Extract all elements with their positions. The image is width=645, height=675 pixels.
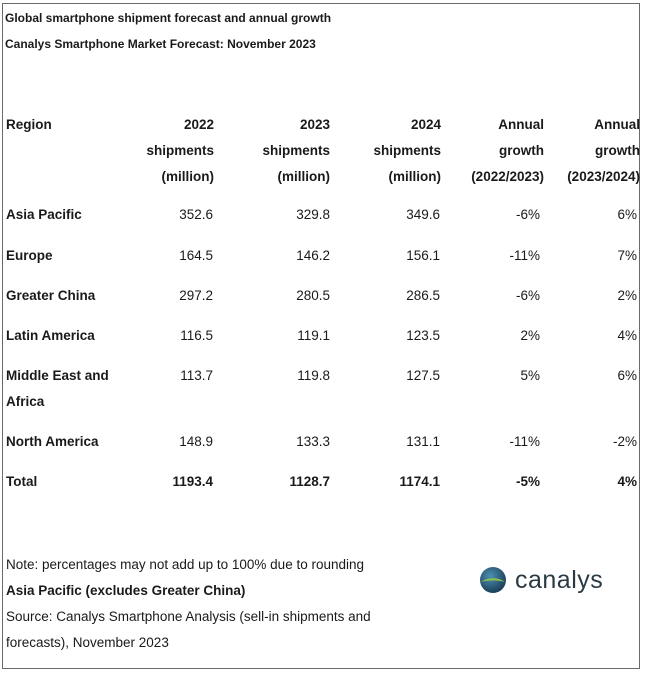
value-2023-cell: 119.1 — [297, 328, 330, 343]
value-2022-cell: 116.5 — [180, 328, 213, 343]
header-growth-2022-2023: Annual growth (2022/2023) — [440, 112, 544, 190]
table-row: North America 148.9 133.3 131.1 -11% -2% — [0, 429, 645, 455]
total-2023-cell: 1128.7 — [289, 474, 330, 489]
table-row: Latin America 116.5 119.1 123.5 2% 4% — [0, 323, 645, 349]
table-frame — [2, 3, 640, 669]
header-2024-line1: 2024 — [410, 117, 441, 132]
growth-2023-2024-cell: 6% — [617, 207, 637, 222]
total-growth-2023-2024-cell: 4% — [617, 474, 637, 489]
table-row: Middle East and Africa 113.7 119.8 127.5… — [0, 363, 645, 415]
value-2023-cell: 133.3 — [296, 434, 330, 449]
value-2023-cell: 119.8 — [297, 368, 330, 383]
header-2022: 2022 shipments (million) — [118, 112, 214, 190]
growth-2022-2023-cell: 5% — [520, 368, 540, 383]
growth-2022-2023-cell: -11% — [509, 434, 540, 449]
table-row: Asia Pacific 352.6 329.8 349.6 -6% 6% — [0, 202, 645, 228]
header-growth2-line1: Annual — [594, 117, 640, 132]
growth-2022-2023-cell: -11% — [509, 248, 540, 263]
region-cell: North America — [6, 434, 99, 449]
canalys-globe-icon — [480, 567, 506, 593]
header-growth2-line2: growth — [595, 143, 640, 158]
header-growth1-line1: Annual — [498, 117, 544, 132]
growth-2023-2024-cell: 2% — [617, 288, 637, 303]
asia-pacific-note: Asia Pacific (excludes Greater China) — [6, 583, 246, 598]
header-2023-line2: shipments — [262, 143, 330, 158]
value-2023-cell: 329.8 — [296, 207, 330, 222]
canalys-logo: canalys — [478, 562, 603, 598]
region-cell: Greater China — [6, 288, 96, 303]
header-2022-line1: 2022 — [183, 117, 214, 132]
page-title: Global smartphone shipment forecast and … — [5, 11, 332, 25]
header-2023-line1: 2023 — [299, 117, 330, 132]
region-cell: Latin America — [6, 328, 95, 343]
value-2024-cell: 286.5 — [406, 288, 440, 303]
growth-2023-2024-cell: -2% — [612, 434, 637, 449]
total-growth-2022-2023-cell: -5% — [515, 474, 540, 489]
value-2024-cell: 156.1 — [406, 248, 440, 263]
total-label: Total — [6, 474, 38, 489]
value-2024-cell: 127.5 — [406, 368, 440, 383]
value-2022-cell: 352.6 — [179, 207, 213, 222]
growth-2023-2024-cell: 4% — [617, 328, 637, 343]
header-growth-2023-2024: Annual growth (2023/2024) — [540, 112, 640, 190]
region-cell: Europe — [6, 248, 53, 263]
header-growth1-line2: growth — [499, 143, 544, 158]
header-region-label: Region — [6, 117, 52, 132]
header-2023-line3: (million) — [277, 169, 331, 184]
header-2022-line2: shipments — [146, 143, 214, 158]
value-2022-cell: 297.2 — [179, 288, 213, 303]
table-row: Europe 164.5 146.2 156.1 -11% 7% — [0, 243, 645, 269]
total-2024-cell: 1174.1 — [399, 474, 440, 489]
growth-2023-2024-cell: 7% — [617, 248, 637, 263]
table-row: Greater China 297.2 280.5 286.5 -6% 2% — [0, 283, 645, 309]
value-2023-cell: 146.2 — [296, 248, 330, 263]
source-note: Source: Canalys Smartphone Analysis (sel… — [6, 609, 371, 650]
header-growth2-line3: (2023/2024) — [567, 169, 640, 184]
header-2024-line3: (million) — [388, 169, 442, 184]
growth-2023-2024-cell: 6% — [617, 368, 637, 383]
header-2024: 2024 shipments (million) — [345, 112, 441, 190]
value-2024-cell: 349.6 — [406, 207, 440, 222]
total-row: Total 1193.4 1128.7 1174.1 -5% 4% — [0, 469, 645, 495]
region-cell: Asia Pacific — [6, 207, 82, 222]
canalys-logo-text: canalys — [515, 565, 604, 594]
header-growth1-line3: (2022/2023) — [471, 169, 544, 184]
growth-2022-2023-cell: -6% — [515, 288, 540, 303]
header-2023: 2023 shipments (million) — [234, 112, 330, 190]
value-2024-cell: 123.5 — [406, 328, 440, 343]
value-2022-cell: 148.9 — [179, 434, 213, 449]
header-2022-line3: (million) — [161, 169, 215, 184]
value-2022-cell: 164.5 — [179, 248, 213, 263]
value-2023-cell: 280.5 — [296, 288, 330, 303]
header-region: Region — [6, 112, 126, 138]
value-2022-cell: 113.7 — [180, 368, 213, 383]
growth-2022-2023-cell: 2% — [520, 328, 540, 343]
value-2024-cell: 131.1 — [406, 434, 440, 449]
growth-2022-2023-cell: -6% — [515, 207, 540, 222]
header-2024-line2: shipments — [373, 143, 441, 158]
total-2022-cell: 1193.4 — [172, 474, 213, 489]
region-cell: Middle East and Africa — [6, 368, 109, 409]
page-subtitle: Canalys Smartphone Market Forecast: Nove… — [5, 37, 316, 51]
rounding-note: Note: percentages may not add up to 100%… — [6, 557, 365, 572]
